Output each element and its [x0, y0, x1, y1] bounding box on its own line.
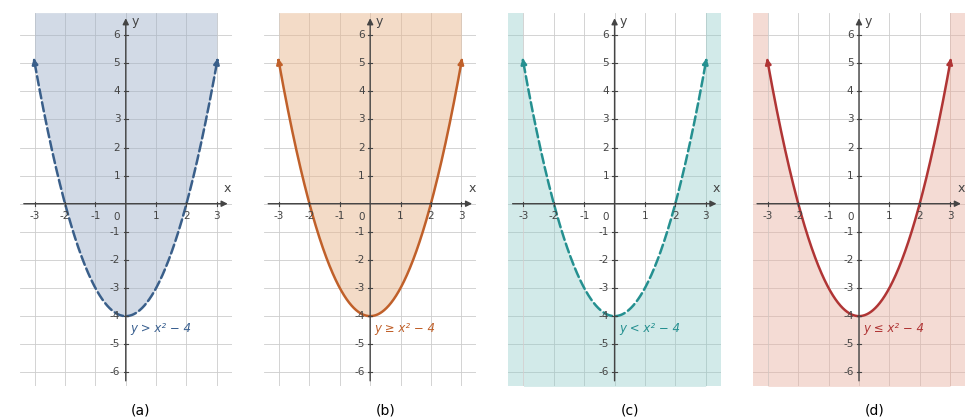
Text: -3: -3 — [762, 211, 773, 221]
Text: y: y — [375, 16, 383, 29]
Text: x: x — [957, 182, 964, 195]
Text: -5: -5 — [843, 339, 853, 349]
Text: 2: 2 — [428, 211, 434, 221]
Text: -3: -3 — [274, 211, 285, 221]
Text: 6: 6 — [358, 30, 365, 40]
Text: 1: 1 — [397, 211, 404, 221]
Text: -6: -6 — [599, 368, 609, 377]
Text: 1: 1 — [358, 171, 365, 181]
Text: 6: 6 — [114, 30, 120, 40]
Text: -3: -3 — [843, 283, 853, 293]
Text: 2: 2 — [358, 142, 365, 152]
Text: 2: 2 — [603, 142, 609, 152]
Text: 3: 3 — [847, 114, 853, 124]
Text: 2: 2 — [672, 211, 679, 221]
Text: 1: 1 — [114, 171, 120, 181]
Text: 5: 5 — [603, 58, 609, 68]
Text: 4: 4 — [358, 86, 365, 96]
Text: -3: -3 — [354, 283, 365, 293]
Text: 1: 1 — [642, 211, 648, 221]
Text: -3: -3 — [519, 211, 528, 221]
Text: 3: 3 — [214, 211, 220, 221]
Text: -1: -1 — [824, 211, 834, 221]
Text: y: y — [620, 16, 628, 29]
Text: -6: -6 — [843, 368, 853, 377]
Text: 1: 1 — [886, 211, 893, 221]
Text: -2: -2 — [599, 255, 609, 265]
Text: -1: -1 — [843, 227, 853, 237]
Text: 1: 1 — [847, 171, 853, 181]
Text: -2: -2 — [843, 255, 853, 265]
Text: 2: 2 — [847, 142, 853, 152]
Text: 0: 0 — [847, 212, 853, 222]
Text: y: y — [865, 16, 872, 29]
Text: 3: 3 — [358, 114, 365, 124]
Text: 2: 2 — [916, 211, 923, 221]
Text: 2: 2 — [183, 211, 190, 221]
Text: x: x — [713, 182, 721, 195]
Text: 3: 3 — [947, 211, 954, 221]
Text: 5: 5 — [358, 58, 365, 68]
Text: 4: 4 — [603, 86, 609, 96]
Text: 1: 1 — [153, 211, 160, 221]
Text: -5: -5 — [354, 339, 365, 349]
Text: 5: 5 — [847, 58, 853, 68]
Text: -1: -1 — [579, 211, 590, 221]
Text: x: x — [224, 182, 231, 195]
Text: y: y — [132, 16, 138, 29]
Text: 0: 0 — [114, 212, 120, 222]
Text: -3: -3 — [110, 283, 120, 293]
Text: -2: -2 — [354, 255, 365, 265]
Text: -4: -4 — [599, 311, 609, 321]
Text: -2: -2 — [549, 211, 559, 221]
Text: -4: -4 — [843, 311, 853, 321]
Text: 6: 6 — [603, 30, 609, 40]
Text: 6: 6 — [847, 30, 853, 40]
Text: 4: 4 — [114, 86, 120, 96]
Text: y > x² − 4: y > x² − 4 — [131, 322, 191, 335]
Text: -3: -3 — [29, 211, 40, 221]
Text: 3: 3 — [603, 114, 609, 124]
Text: (c): (c) — [620, 403, 639, 417]
Text: 5: 5 — [114, 58, 120, 68]
Text: -1: -1 — [334, 211, 345, 221]
Text: -2: -2 — [59, 211, 70, 221]
Text: (a): (a) — [132, 403, 151, 417]
Text: y < x² − 4: y < x² − 4 — [619, 322, 681, 335]
Text: -1: -1 — [91, 211, 100, 221]
Text: y ≥ x² − 4: y ≥ x² − 4 — [374, 322, 436, 335]
Text: -4: -4 — [110, 311, 120, 321]
Text: -1: -1 — [599, 227, 609, 237]
Text: -6: -6 — [354, 368, 365, 377]
Text: -2: -2 — [304, 211, 315, 221]
Text: 3: 3 — [114, 114, 120, 124]
Text: -1: -1 — [110, 227, 120, 237]
Text: y ≤ x² − 4: y ≤ x² − 4 — [864, 322, 924, 335]
Text: -3: -3 — [599, 283, 609, 293]
Text: -5: -5 — [110, 339, 120, 349]
Text: -5: -5 — [599, 339, 609, 349]
Text: 0: 0 — [358, 212, 365, 222]
Text: 1: 1 — [603, 171, 609, 181]
Text: 4: 4 — [847, 86, 853, 96]
Text: 2: 2 — [114, 142, 120, 152]
Text: -2: -2 — [110, 255, 120, 265]
Text: -1: -1 — [354, 227, 365, 237]
Text: (d): (d) — [864, 403, 884, 417]
Text: -4: -4 — [354, 311, 365, 321]
Text: -2: -2 — [793, 211, 803, 221]
Text: -6: -6 — [110, 368, 120, 377]
Text: x: x — [468, 182, 476, 195]
Text: 3: 3 — [702, 211, 709, 221]
Text: 0: 0 — [603, 212, 609, 222]
Text: (b): (b) — [375, 403, 395, 417]
Text: 3: 3 — [458, 211, 464, 221]
